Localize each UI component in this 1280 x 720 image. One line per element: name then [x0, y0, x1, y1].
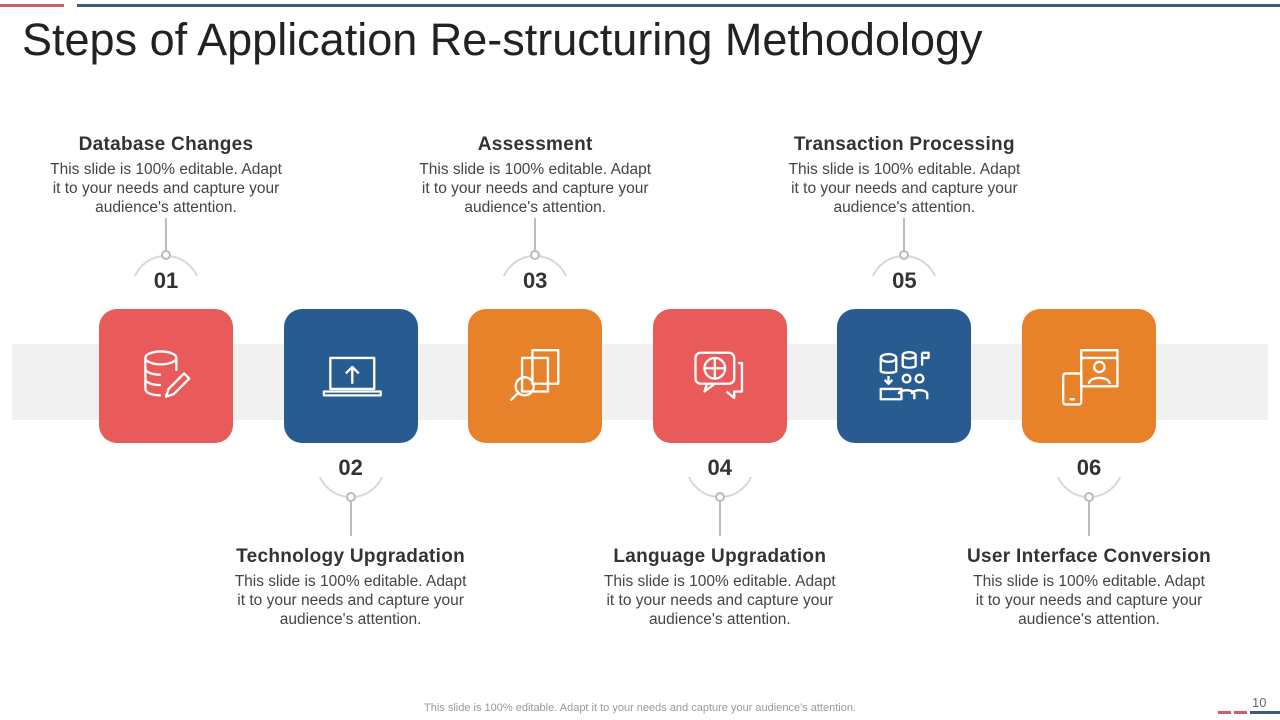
- step-description: This slide is 100% editable. Adapt it to…: [234, 573, 467, 628]
- step-tile: [99, 309, 233, 443]
- step-description: This slide is 100% editable. Adapt it to…: [973, 573, 1205, 628]
- step-text: Assessment This slide is 100% editable. A…: [395, 134, 675, 217]
- step-number: 06: [1076, 455, 1102, 480]
- connector-dot: [161, 250, 171, 260]
- accent-bar-red: [0, 4, 64, 7]
- step-number: 03: [522, 268, 548, 293]
- globe-chat-icon: [694, 351, 743, 400]
- step-number: 04: [707, 455, 733, 480]
- connector-line: [1088, 500, 1090, 536]
- connector-line: [534, 218, 537, 250]
- step-number: 02: [338, 455, 363, 480]
- connector-dot: [345, 492, 356, 502]
- step-description: This slide is 100% editable. Adapt it to…: [603, 573, 836, 628]
- laptop-upload-icon: [322, 356, 382, 397]
- connector-dot: [899, 250, 910, 260]
- footer-accent: [1234, 711, 1247, 714]
- device-user-icon: [1062, 349, 1119, 406]
- step-description: This slide is 100% editable. Adapt it to…: [50, 161, 282, 216]
- step-text: Language Upgradation This slide is 100% e…: [580, 546, 860, 629]
- connector-line: [165, 218, 167, 250]
- step-text: Transaction Processing This slide is 100%…: [764, 134, 1044, 217]
- step-description: This slide is 100% editable. Adapt it to…: [419, 161, 652, 216]
- step-tile: [283, 309, 418, 443]
- step-number: 01: [153, 268, 179, 293]
- page-number: 10: [1252, 695, 1267, 710]
- connector-line: [903, 218, 906, 250]
- step-tile: [468, 309, 603, 443]
- database-users-icon: [879, 350, 931, 401]
- step-number: 05: [892, 268, 917, 293]
- document-search-icon: [509, 349, 560, 402]
- step-title: Assessment: [477, 134, 593, 155]
- step-text: Technology Upgradation This slide is 100%…: [211, 546, 491, 629]
- footer-accent: [1218, 711, 1231, 714]
- footer-accent: [1250, 711, 1280, 714]
- step-title: Database Changes: [78, 134, 254, 155]
- step-text: Database Changes This slide is 100% edita…: [26, 134, 306, 217]
- connector-line: [349, 500, 352, 536]
- connector-dot: [530, 250, 541, 260]
- database-edit-icon: [144, 350, 191, 398]
- step-title: Technology Upgradation: [236, 546, 466, 567]
- accent-bar-blue: [77, 4, 1280, 7]
- page-title: Steps of Application Re-structuring Meth…: [22, 14, 983, 65]
- connector-line: [718, 500, 721, 536]
- step-tile: [837, 309, 972, 443]
- connector-dot: [714, 492, 725, 502]
- connector-dot: [1084, 492, 1094, 502]
- step-text: User Interface Conversion This slide is 1…: [949, 546, 1229, 629]
- step-description: This slide is 100% editable. Adapt it to…: [788, 161, 1021, 216]
- step-title: User Interface Conversion: [966, 546, 1212, 567]
- step-title: Transaction Processing: [793, 134, 1015, 155]
- step-title: Language Upgradation: [613, 546, 827, 567]
- footer-note: This slide is 100% editable. Adapt it to…: [424, 702, 856, 714]
- step-tile: [1022, 309, 1156, 443]
- step-tile: [652, 309, 787, 443]
